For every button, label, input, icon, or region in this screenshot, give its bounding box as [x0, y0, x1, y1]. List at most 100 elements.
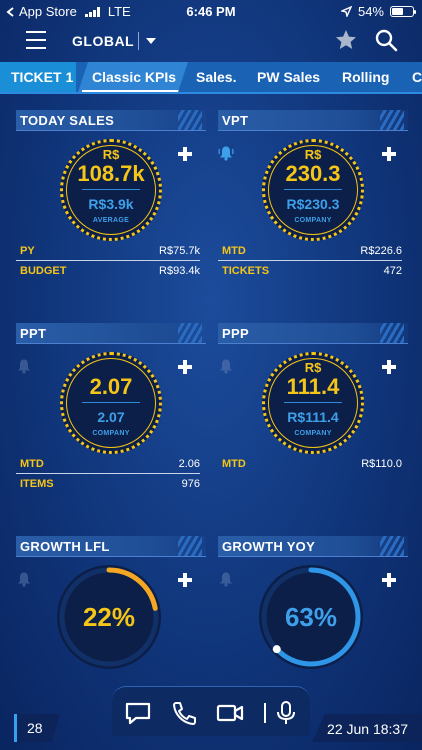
row-value: 472 — [383, 265, 402, 277]
row-label: TICKETS — [222, 265, 270, 277]
battery-icon — [390, 6, 416, 17]
progress-ring — [259, 565, 363, 669]
card-title: TODAY SALES — [20, 113, 115, 128]
search-icon[interactable] — [374, 28, 398, 52]
battery-percent: 54% — [357, 4, 384, 19]
card-header: PPP — [218, 323, 408, 344]
card-title: PPP — [222, 326, 249, 341]
card-header: GROWTH YOY — [218, 536, 408, 557]
tab-partial[interactable]: C — [412, 69, 422, 85]
kpi-value: 108.7k — [77, 161, 145, 186]
add-icon[interactable] — [178, 147, 192, 161]
card-ppt: PPT 2.07 2.07 COMPANY MTD 2.06 ITEMS 976 — [16, 323, 206, 503]
kpi-sub-value: 2.07 — [97, 409, 125, 425]
currency-label: R$ — [102, 147, 120, 162]
status-bar: App Store LTE 6:46 PM 54% — [0, 0, 422, 22]
kpi-value: 111.4 — [286, 374, 340, 399]
row-value: 976 — [181, 478, 200, 490]
top-bar: GLOBAL — [0, 22, 422, 60]
kpi-row: PY R$75.7k — [16, 241, 200, 261]
carrier-label[interactable]: App Store — [19, 4, 77, 19]
row-label: ITEMS — [20, 478, 54, 490]
card-growth-lfl: GROWTH LFL 22% — [16, 536, 206, 676]
count-badge[interactable]: 28 — [27, 720, 43, 736]
chat-icon[interactable] — [124, 701, 152, 725]
mic-icon[interactable] — [272, 701, 300, 725]
datetime-label: 22 Jun 18:37 — [327, 721, 408, 737]
chevron-down-icon[interactable] — [146, 38, 156, 44]
card-title: GROWTH LFL — [20, 539, 110, 554]
video-icon[interactable] — [216, 701, 244, 725]
add-icon[interactable] — [178, 573, 192, 587]
add-icon[interactable] — [382, 360, 396, 374]
card-today-sales: TODAY SALES R$ 108.7k R$3.9k AVERAGE PY R… — [16, 110, 206, 290]
menu-icon[interactable] — [26, 31, 46, 49]
kpi-rows: MTD R$226.6 TICKETS 472 — [218, 241, 402, 281]
kpi-gauge: 2.07 2.07 COMPANY — [60, 352, 162, 454]
kpi-row: ITEMS 976 — [16, 474, 200, 494]
phone-icon[interactable] — [170, 701, 198, 725]
bell-icon[interactable] — [218, 358, 234, 374]
tab-classic-kpis[interactable]: Classic KPIs — [78, 62, 188, 92]
location-arrow-icon — [340, 6, 352, 17]
action-dock — [112, 686, 310, 736]
row-value: 2.06 — [178, 458, 200, 470]
row-label: PY — [20, 245, 35, 257]
datetime-bg — [312, 714, 422, 742]
bell-icon[interactable] — [16, 571, 32, 587]
star-icon[interactable] — [334, 28, 358, 52]
tab-bar: TICKET 1 Classic KPIs Sales. PW Sales Ro… — [0, 62, 422, 94]
kpi-row: MTD R$226.6 — [218, 241, 402, 261]
dock-divider — [264, 703, 266, 723]
add-icon[interactable] — [382, 147, 396, 161]
scope-selector-label[interactable]: GLOBAL — [72, 33, 135, 49]
bell-icon[interactable] — [218, 571, 234, 587]
card-vpt: VPT R$ 230.3 R$230.3 COMPANY MTD R$226.6 … — [218, 110, 408, 290]
kpi-gauge: R$ 230.3 R$230.3 COMPANY — [262, 139, 364, 241]
kpi-caption: COMPANY — [92, 430, 130, 437]
bottom-bar: 28 22 Jun 18:37 — [0, 686, 422, 750]
scope-divider — [138, 32, 139, 50]
card-title: GROWTH YOY — [222, 539, 316, 554]
kpi-sub-value: R$3.9k — [88, 196, 134, 212]
status-time: 6:46 PM — [186, 4, 236, 19]
progress-ring — [57, 565, 161, 669]
kpi-sub-value: R$230.3 — [286, 196, 340, 212]
row-label: MTD — [20, 458, 44, 470]
kpi-caption: AVERAGE — [92, 217, 130, 224]
row-value: R$75.7k — [159, 245, 200, 257]
add-icon[interactable] — [178, 360, 192, 374]
back-arrow-icon[interactable] — [6, 6, 15, 17]
kpi-gauge: R$ 108.7k R$3.9k AVERAGE — [60, 139, 162, 241]
row-label: MTD — [222, 245, 246, 257]
kpi-rows: MTD 2.06 ITEMS 976 — [16, 454, 200, 494]
network-label: LTE — [107, 4, 131, 19]
tab-ticket-1[interactable]: TICKET 1 — [0, 62, 76, 92]
tab-rolling[interactable]: Rolling — [342, 69, 390, 85]
card-ppp: PPP R$ 111.4 R$111.4 COMPANY MTD R$110.0 — [218, 323, 408, 503]
growth-value: 22% — [82, 602, 136, 632]
signal-icon — [84, 6, 100, 17]
bell-icon[interactable] — [16, 358, 32, 374]
kpi-gauge: R$ 111.4 R$111.4 COMPANY — [262, 352, 364, 454]
kpi-value: 230.3 — [285, 161, 341, 186]
row-value: R$226.6 — [360, 245, 402, 257]
row-value: R$93.4k — [159, 265, 200, 277]
card-title: PPT — [20, 326, 47, 341]
kpi-row: BUDGET R$93.4k — [16, 261, 200, 281]
footer: 28 22 Jun 18:37 — [0, 714, 422, 750]
tab-pw-sales[interactable]: PW Sales — [257, 69, 321, 85]
card-growth-yoy: GROWTH YOY 63% — [218, 536, 408, 676]
card-header: PPT — [16, 323, 206, 344]
growth-gauge: 63% — [258, 564, 364, 670]
kpi-row: TICKETS 472 — [218, 261, 402, 281]
bell-icon[interactable] — [218, 145, 234, 161]
tab-sales[interactable]: Sales. — [196, 69, 237, 85]
row-label: MTD — [222, 458, 246, 470]
add-icon[interactable] — [382, 573, 396, 587]
kpi-rows: MTD R$110.0 — [218, 454, 402, 474]
currency-label: R$ — [304, 360, 322, 375]
row-value: R$110.0 — [361, 458, 402, 470]
currency-label: R$ — [304, 147, 322, 162]
kpi-row: MTD 2.06 — [16, 454, 200, 474]
